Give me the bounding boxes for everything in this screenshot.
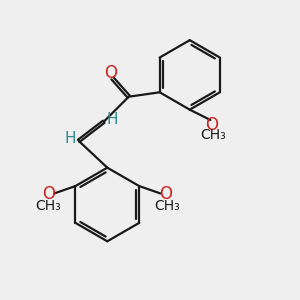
Text: O: O (205, 116, 218, 134)
Text: O: O (159, 185, 172, 203)
Text: H: H (106, 112, 118, 127)
Text: CH₃: CH₃ (35, 199, 61, 213)
Text: O: O (42, 185, 56, 203)
Text: CH₃: CH₃ (200, 128, 226, 142)
Text: H: H (65, 131, 76, 146)
Text: CH₃: CH₃ (154, 199, 180, 213)
Text: O: O (105, 64, 118, 82)
